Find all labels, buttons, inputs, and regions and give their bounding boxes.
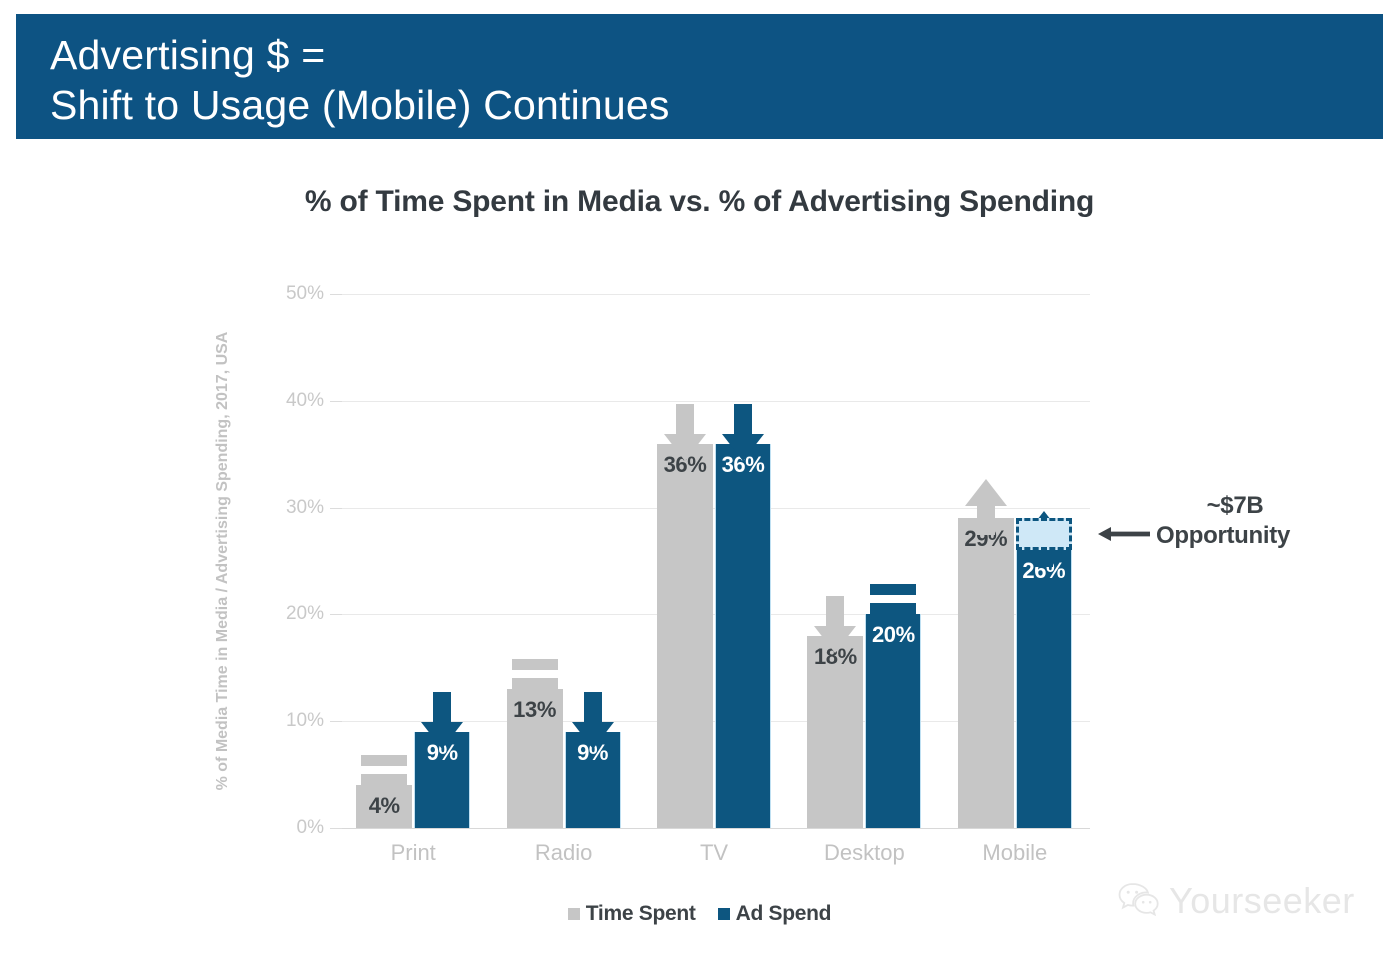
trend-indicator-equal-desktop-ad-spend xyxy=(865,580,921,620)
x-axis-label-mobile: Mobile xyxy=(982,840,1048,865)
bar-radio-time-spent[interactable]: 13% xyxy=(506,689,563,828)
y-tick-label-50: 50% xyxy=(285,283,324,304)
bar-value-label: 20% xyxy=(871,622,915,648)
chart-legend: Time Spent Ad Spend xyxy=(0,902,1399,926)
legend-label: Ad Spend xyxy=(735,902,832,925)
opportunity-amount: ~$7B xyxy=(1206,492,1264,519)
y-tick-label-10: 10% xyxy=(285,710,324,732)
y-tick-mark-0 xyxy=(330,828,342,829)
bar-group-print: 4% 9% xyxy=(356,294,471,828)
wechat-icon xyxy=(1118,882,1160,921)
bar-radio-ad-spend[interactable]: 9% xyxy=(564,731,621,828)
legend-item-ad-spend[interactable]: Ad Spend xyxy=(717,902,832,926)
legend-swatch-icon xyxy=(567,908,580,920)
bar-print-ad-spend[interactable]: 9% xyxy=(414,731,471,828)
y-axis-ticks: 0% 10% 20% 30% 40% 50% xyxy=(262,283,324,838)
y-tick-mark-50 xyxy=(330,294,342,295)
x-axis-label-print: Print xyxy=(390,840,436,865)
y-axis-title: % of Media Time in Media / Advertising S… xyxy=(214,331,231,791)
leftward-arrow-icon xyxy=(1098,525,1150,548)
gridline-30 xyxy=(338,507,1090,509)
gridline-10 xyxy=(338,721,1090,723)
gridline-0 xyxy=(338,828,1090,829)
slide-title-banner: Advertising $ = Shift to Usage (Mobile) … xyxy=(16,14,1383,139)
plot-area: 4% 9% 13% 9% 36% 36% 18% 20% 29% 26% xyxy=(338,294,1090,829)
y-tick-mark-40 xyxy=(330,400,342,402)
opportunity-label: Opportunity xyxy=(1156,522,1291,549)
banner-title-line-1: Advertising $ = xyxy=(50,32,326,78)
y-tick-mark-10 xyxy=(330,721,342,723)
gridline-50 xyxy=(338,294,1090,295)
trend-indicator-down-tv-ad-spend xyxy=(715,403,771,462)
trend-indicator-up-mobile-time-spent xyxy=(958,478,1014,536)
gridline-40 xyxy=(338,400,1090,402)
y-tick-label-0: 0% xyxy=(296,817,324,838)
watermark: Yourseeker xyxy=(1118,880,1355,922)
legend-swatch-icon xyxy=(717,908,730,920)
watermark-text: Yourseeker xyxy=(1169,880,1355,921)
y-tick-label-40: 40% xyxy=(285,389,324,411)
y-tick-label-30: 30% xyxy=(285,496,324,518)
x-axis-label-tv: TV xyxy=(699,840,729,865)
bar-mobile-ad-spend[interactable]: 26% xyxy=(1015,550,1072,828)
y-tick-mark-30 xyxy=(330,507,342,509)
bar-print-time-spent[interactable]: 4% xyxy=(356,785,413,828)
trend-indicator-down-desktop-time-spent xyxy=(807,595,863,654)
bar-group-mobile: 29% 26% xyxy=(957,294,1072,828)
trend-indicator-equal-radio-time-spent xyxy=(507,655,563,695)
bar-tv-ad-spend[interactable]: 36% xyxy=(715,443,771,828)
x-axis-labels: Print Radio TV Desktop Mobile xyxy=(338,840,1090,874)
bar-value-label: 13% xyxy=(513,697,557,723)
bar-desktop-time-spent[interactable]: 18% xyxy=(807,635,864,828)
gridline-20 xyxy=(338,614,1090,616)
trend-indicator-down-print-ad-spend xyxy=(414,691,470,750)
y-tick-label-20: 20% xyxy=(285,603,324,625)
y-tick-mark-20 xyxy=(330,614,342,616)
x-axis-label-desktop: Desktop xyxy=(824,840,905,865)
x-axis-label-radio: Radio xyxy=(534,840,593,865)
opportunity-box xyxy=(1015,518,1072,551)
bar-desktop-ad-spend[interactable]: 20% xyxy=(865,614,922,828)
trend-indicator-equal-print-time-spent xyxy=(356,751,412,791)
bar-group-tv: 36% 36% xyxy=(657,294,771,828)
chart-title: % of Time Spent in Media vs. % of Advert… xyxy=(304,185,1095,218)
legend-label: Time Spent xyxy=(585,902,696,925)
bar-group-radio: 13% 9% xyxy=(506,294,621,828)
bar-group-desktop: 18% 20% xyxy=(807,294,922,828)
trend-indicator-down-tv-time-spent xyxy=(657,403,713,462)
banner-title-line-2: Shift to Usage (Mobile) Continues xyxy=(50,82,670,128)
bar-tv-time-spent[interactable]: 36% xyxy=(657,443,713,828)
legend-item-time-spent[interactable]: Time Spent xyxy=(567,902,696,926)
bar-value-label: 4% xyxy=(368,793,400,819)
opportunity-annotation: ~$7B Opportunity xyxy=(1098,492,1358,550)
trend-indicator-down-radio-ad-spend xyxy=(565,691,621,750)
bar-mobile-time-spent[interactable]: 29% xyxy=(957,518,1014,828)
